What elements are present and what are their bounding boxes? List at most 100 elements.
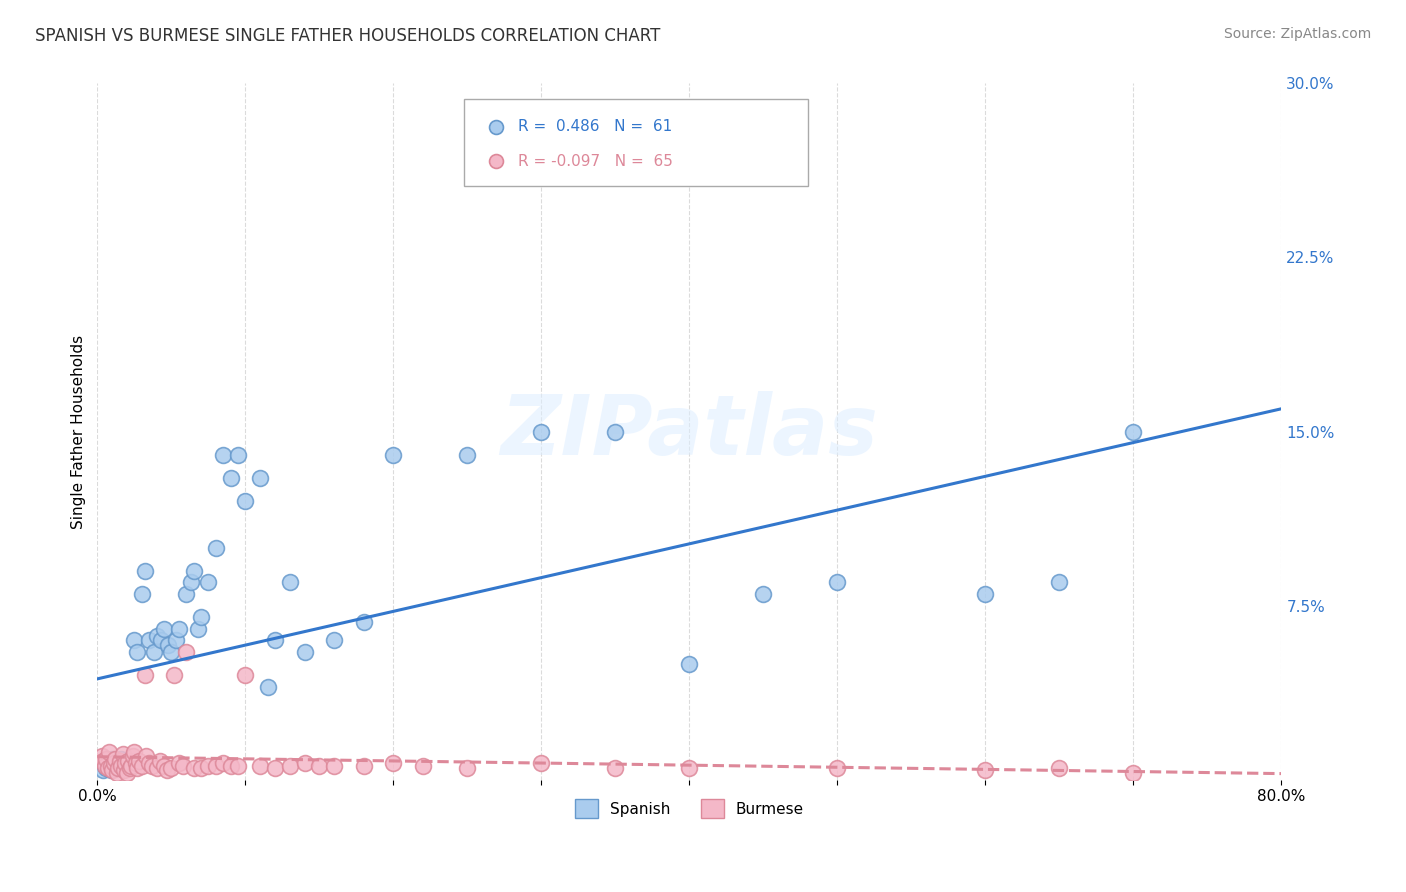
Point [101,752,124,766]
Text: Source: ZipAtlas.com: Source: ZipAtlas.com [1223,27,1371,41]
Point [353,615,375,629]
Point [323,633,346,648]
Point [124,633,146,648]
Point [752,587,775,601]
Point [156,764,179,778]
Point [104,752,127,766]
Point [153,622,176,636]
Text: SPANISH VS BURMESE SINGLE FATHER HOUSEHOLDS CORRELATION CHART: SPANISH VS BURMESE SINGLE FATHER HOUSEHO… [35,27,661,45]
Point [180,575,202,590]
Point [163,668,186,682]
Point [183,564,205,578]
Point [97,761,120,775]
Point [678,761,700,775]
Point [108,761,131,775]
Point [160,645,183,659]
Point [134,668,156,682]
Point [104,761,127,775]
Point [110,752,132,766]
Y-axis label: Single Father Households: Single Father Households [72,334,86,529]
Point [456,761,478,775]
Legend: Spanish, Burmese: Spanish, Burmese [568,793,810,824]
Point [412,758,434,772]
Point [219,471,242,485]
Point [157,638,180,652]
Text: R = -0.097   N =  65: R = -0.097 N = 65 [517,154,672,169]
Point [172,758,194,772]
Point [235,668,257,682]
Point [128,754,150,768]
Point [111,747,134,761]
Point [100,764,122,778]
Point [114,761,136,775]
Point [1122,765,1144,780]
Point [141,758,163,772]
Point [100,758,122,772]
Point [91,754,114,768]
Point [135,749,157,764]
Point [131,587,153,601]
Point [105,756,128,771]
Point [190,610,212,624]
Point [219,758,242,772]
Point [114,756,136,771]
Point [226,448,249,462]
Point [107,761,129,775]
Point [120,758,142,772]
Text: ZIPatlas: ZIPatlas [501,391,879,472]
Point [111,758,134,772]
Point [134,564,156,578]
Point [96,761,118,775]
Point [353,758,375,772]
Point [204,758,226,772]
Point [138,633,160,648]
Point [605,425,627,439]
Point [456,448,478,462]
Point [294,645,316,659]
Point [278,758,301,772]
Point [94,758,117,772]
Point [165,633,187,648]
Point [278,575,301,590]
Point [382,756,405,771]
Point [212,756,235,771]
Point [127,761,149,775]
Point [118,754,141,768]
Point [530,425,553,439]
Point [117,754,139,768]
Point [125,756,148,771]
Point [122,749,145,764]
FancyBboxPatch shape [464,99,808,186]
Point [264,633,287,648]
Point [150,633,173,648]
Point [605,761,627,775]
Point [131,758,153,772]
Point [174,645,197,659]
Point [112,764,135,778]
Point [160,761,183,775]
Point [90,749,112,764]
Point [145,761,167,775]
Point [96,752,118,766]
Point [105,765,128,780]
Point [98,745,121,759]
Point [103,756,125,771]
Point [138,756,160,771]
Point [91,764,114,778]
Point [827,575,849,590]
Point [98,754,121,768]
Point [167,756,190,771]
Point [127,645,149,659]
Point [103,758,125,772]
Point [107,754,129,768]
Point [101,764,124,778]
Point [256,680,278,694]
Point [108,754,131,768]
Point [974,587,997,601]
Point [249,758,271,772]
Point [1122,425,1144,439]
Point [94,758,117,772]
Point [264,761,287,775]
Point [235,494,257,508]
Point [678,657,700,671]
